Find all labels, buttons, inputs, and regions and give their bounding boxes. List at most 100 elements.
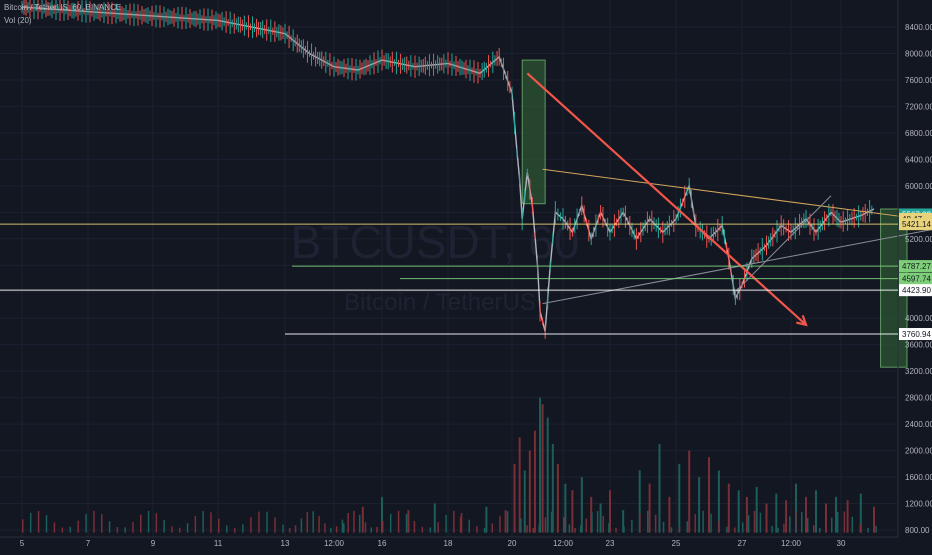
x-tick-label: 5 — [20, 539, 25, 548]
volume-bar — [718, 520, 720, 533]
volume-bar — [831, 517, 833, 533]
volume-bar — [777, 527, 779, 533]
volume-bar — [318, 516, 320, 533]
volume-bar — [171, 526, 173, 533]
green-box-left — [521, 59, 546, 205]
y-tick-label: 800.00 — [905, 526, 930, 535]
volume-bar — [807, 518, 809, 533]
y-tick-label: 6400.00 — [905, 155, 932, 164]
y-tick-label: 2800.00 — [905, 394, 932, 403]
volume-bar — [69, 526, 72, 533]
volume-bar — [358, 514, 361, 533]
volume-bar — [210, 512, 212, 533]
volume-bar — [514, 512, 516, 533]
y-tick-label: 6800.00 — [905, 129, 932, 138]
volume-bar — [717, 470, 720, 533]
price-tag-bg — [899, 260, 932, 273]
y-tick-label: 2000.00 — [905, 447, 932, 456]
volume-bar — [541, 404, 544, 533]
price-tag-bg — [899, 284, 932, 297]
volume-bar — [859, 493, 862, 533]
volume-bar — [745, 496, 748, 533]
volume-bar — [742, 522, 744, 533]
volume-bar — [218, 518, 220, 533]
volume-bar — [124, 527, 126, 533]
volume-indicator-label: Vol (20) — [4, 16, 32, 25]
volume-bar — [429, 527, 432, 533]
volume-bar — [242, 524, 244, 533]
volume-bar — [37, 510, 40, 533]
volume-bar — [476, 526, 478, 533]
volume-bar — [140, 514, 142, 533]
volume-bar — [579, 525, 582, 533]
x-tick-label: 20 — [508, 539, 517, 548]
volume-bar — [851, 516, 854, 533]
volume-bar — [147, 510, 150, 533]
volume-bar — [330, 527, 332, 533]
volume-bar — [312, 511, 314, 533]
volume-bar — [528, 450, 531, 533]
volume-bar — [702, 510, 704, 533]
volume-bar — [132, 521, 134, 533]
volume-bar — [563, 517, 565, 533]
volume-bar — [568, 524, 571, 533]
volume-bar — [101, 514, 103, 533]
volume-bar — [609, 490, 611, 533]
volume-bar — [875, 525, 877, 533]
volume-bar — [108, 521, 111, 533]
x-tick-label: 12:00 — [324, 539, 345, 548]
volume-bar — [785, 500, 788, 533]
volume-bar — [795, 511, 797, 533]
volume-bar — [648, 483, 651, 533]
volume-bar — [194, 515, 197, 533]
volume-bar — [526, 525, 528, 533]
volume-bar — [288, 527, 291, 533]
volume-bar — [747, 515, 750, 533]
volume-bar — [678, 463, 681, 533]
volume-bar — [274, 517, 276, 533]
y-tick-label: 8400.00 — [905, 23, 932, 32]
x-tick-label: 7 — [86, 539, 91, 548]
volume-bar — [608, 523, 610, 533]
x-tick-label: 11 — [214, 539, 223, 548]
price-tag-label: 4597.74 — [902, 275, 931, 284]
volume-bar — [813, 525, 815, 533]
volume-bar — [389, 513, 392, 533]
volume-bar — [347, 512, 349, 533]
volume-bar — [688, 450, 691, 533]
volume-bar — [460, 512, 463, 533]
volume-bar — [670, 527, 673, 533]
volume-bar — [867, 527, 869, 533]
volume-bar — [585, 518, 588, 533]
volume-bar — [382, 520, 384, 533]
volume-bar — [544, 517, 547, 533]
volume-bar — [116, 527, 119, 533]
volume-bar — [445, 514, 447, 533]
volume-bar — [564, 483, 567, 533]
trend-arrow-head — [796, 315, 808, 327]
volume-bar — [376, 526, 378, 533]
volume-bar — [335, 526, 338, 533]
y-tick-label: 4000.00 — [905, 314, 932, 323]
volume-bar — [93, 510, 95, 533]
volume-bar — [615, 527, 617, 533]
volume-bar — [556, 463, 559, 533]
volume-bar — [815, 490, 817, 533]
volume-bar — [407, 510, 410, 533]
volume-bar — [658, 443, 661, 533]
volume-bar — [546, 417, 549, 533]
volume-bar — [361, 506, 364, 533]
volume-bar — [698, 477, 701, 533]
volume-bar — [226, 525, 228, 533]
volume-bar — [77, 520, 79, 533]
volume-bar — [539, 397, 542, 533]
volume-bar — [638, 470, 641, 533]
volume-bar — [825, 524, 827, 533]
volume-bar — [846, 500, 849, 533]
volume-bar — [342, 523, 345, 533]
volume-bar — [324, 523, 326, 533]
volume-bar — [837, 511, 839, 533]
volume-bar — [453, 510, 455, 533]
